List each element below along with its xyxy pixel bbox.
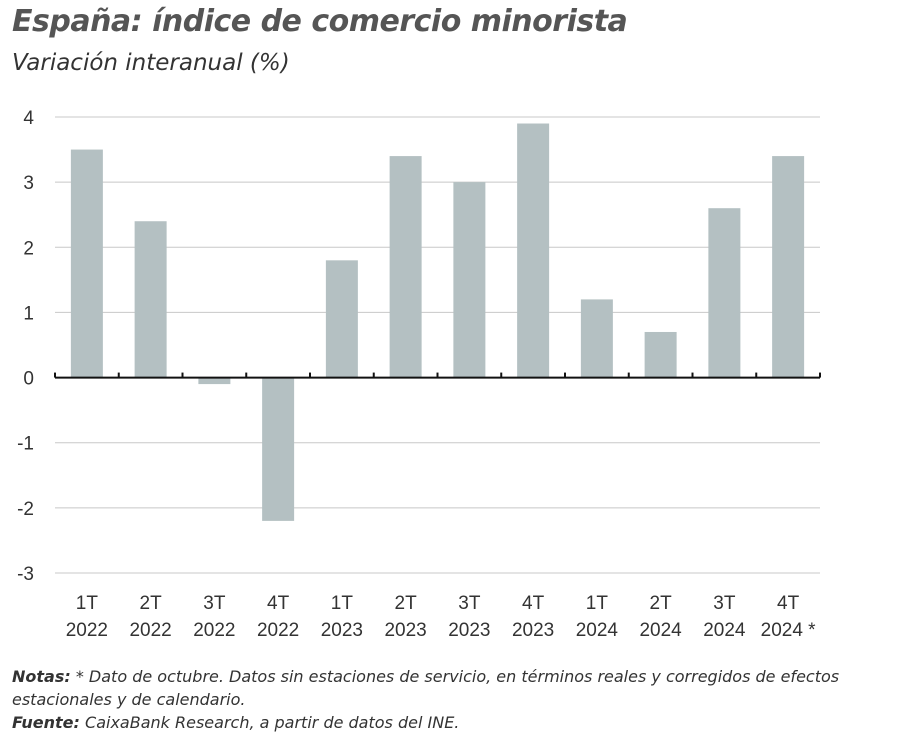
notes-text: * Dato de octubre. Datos sin estaciones …: [12, 667, 840, 709]
source-text: CaixaBank Research, a partir de datos de…: [79, 713, 460, 732]
x-tick-label: 2023: [512, 620, 554, 641]
bar: [772, 156, 805, 378]
bar: [644, 331, 677, 378]
bar: [517, 123, 550, 378]
bar: [70, 149, 103, 378]
x-tick-label: 2022: [257, 620, 299, 641]
x-tick-label: 3T: [713, 593, 736, 614]
y-tick-label: -1: [17, 434, 34, 455]
y-tick-label: -3: [17, 564, 34, 585]
x-tick-label: 2T: [140, 593, 163, 614]
bar: [134, 221, 167, 378]
x-tick-label: 2023: [448, 620, 490, 641]
y-tick-label: 4: [23, 108, 34, 129]
notes-block: Notas: * Dato de octubre. Datos sin esta…: [12, 665, 872, 734]
bar: [708, 208, 741, 378]
x-tick-label: 4T: [267, 593, 290, 614]
y-tick-label: 1: [23, 303, 34, 324]
chart-title: España: índice de comercio minorista: [12, 4, 628, 39]
x-tick-label: 1T: [586, 593, 609, 614]
x-tick-label: 2022: [66, 620, 108, 641]
bar: [453, 182, 486, 378]
x-tick-label: 2T: [650, 593, 673, 614]
x-tick-label: 4T: [522, 593, 545, 614]
x-tick-label: 1T: [331, 593, 354, 614]
x-tick-label: 2023: [321, 620, 363, 641]
chart-subtitle: Variación interanual (%): [12, 50, 290, 76]
x-tick-label: 2022: [193, 620, 235, 641]
x-tick-label: 2023: [384, 620, 426, 641]
x-tick-label: 2024: [703, 620, 746, 641]
x-tick-label: 4T: [777, 593, 800, 614]
bar-chart: 4 3 2 1 0 -1 -2 -3 1T 2022 2T 2022 3T 2022 4T 2022 1T 202…: [17, 108, 821, 641]
x-tick-label: 2024: [576, 620, 619, 641]
x-tick-label: 2024: [639, 620, 682, 641]
y-tick-label: -2: [17, 499, 34, 520]
y-tick-label: 3: [23, 173, 34, 194]
bar: [198, 377, 231, 385]
x-tick-label: 3T: [203, 593, 226, 614]
x-tick-label: 2T: [395, 593, 418, 614]
x-tick-label: 2022: [129, 620, 171, 641]
y-tick-label: 0: [23, 369, 34, 390]
x-tick-label: 2024 *: [761, 620, 817, 641]
x-tick-label: 1T: [76, 593, 99, 614]
x-tick-label: 3T: [458, 593, 481, 614]
bar: [389, 156, 422, 378]
source-label: Fuente:: [12, 713, 80, 732]
y-tick-label: 2: [23, 238, 34, 259]
notes-label: Notas:: [12, 667, 71, 686]
bar: [325, 260, 358, 378]
bar: [580, 299, 613, 378]
bar: [262, 377, 295, 521]
